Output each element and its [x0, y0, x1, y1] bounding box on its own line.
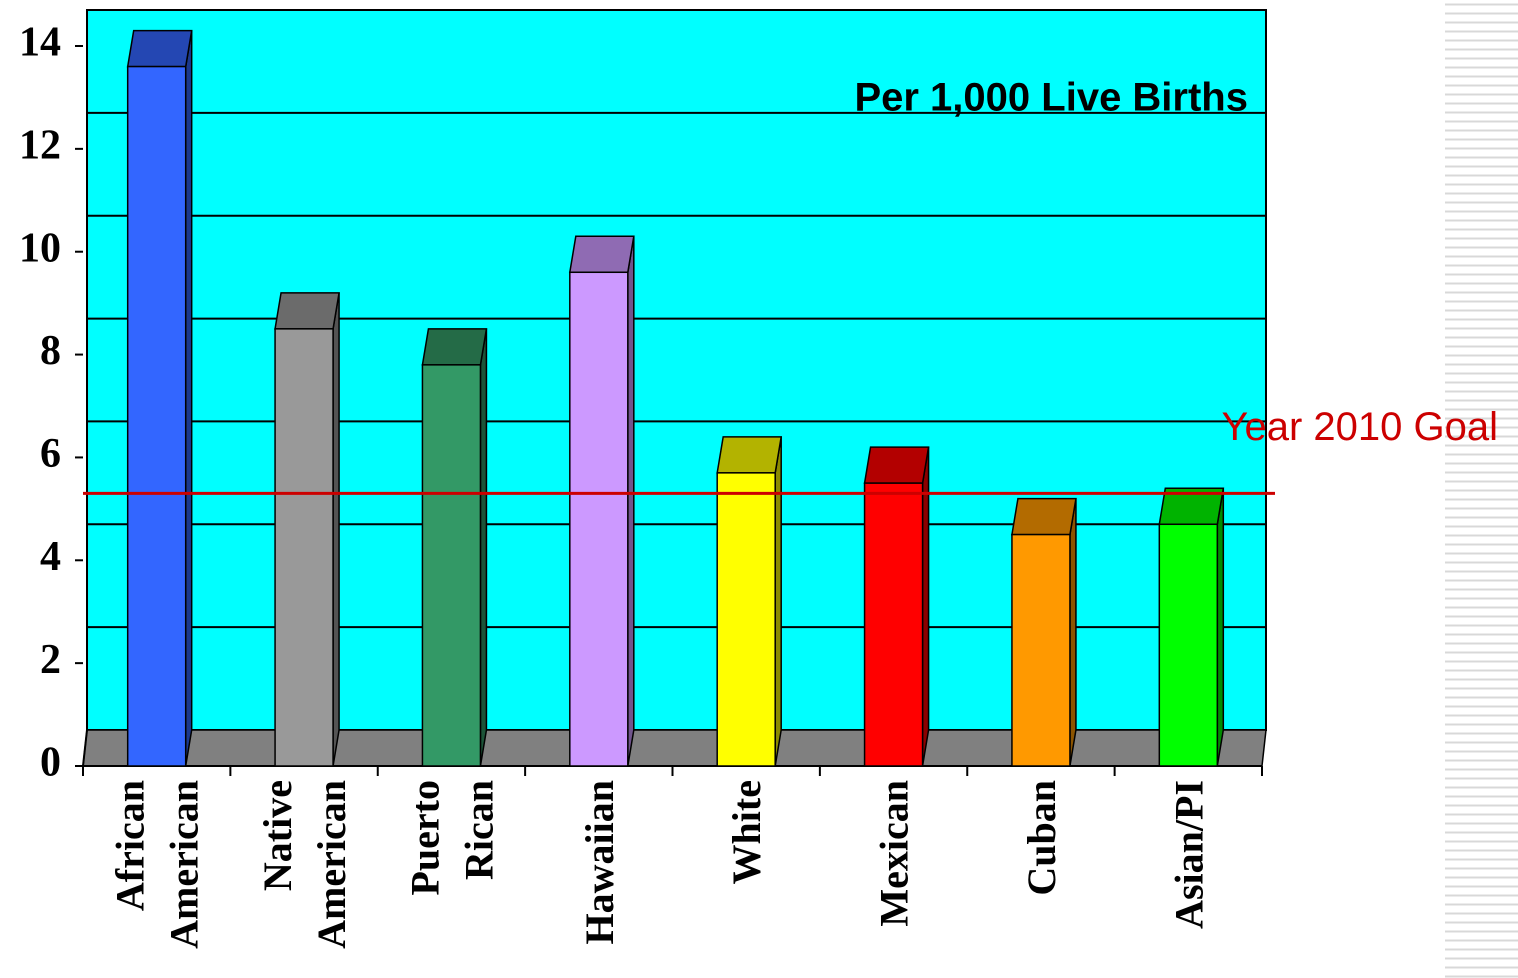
y-tick-label: 0 [40, 740, 61, 786]
x-tick-label: Native American [255, 780, 354, 949]
x-tick-label: Cuban [1019, 780, 1064, 896]
bar-top [274, 292, 340, 330]
bar [126, 29, 193, 767]
bar-top [716, 436, 783, 474]
bar [863, 446, 930, 767]
bar-top [863, 446, 930, 484]
bar-top [421, 328, 488, 366]
bar-front [274, 328, 334, 767]
bar-side [184, 30, 193, 767]
y-tick-label: 8 [40, 328, 61, 374]
floor [82, 729, 1267, 767]
bar-side [1216, 488, 1225, 767]
side-decoration [1445, 0, 1518, 978]
y-tick-label: 2 [40, 637, 61, 683]
goal-label: Year 2010 Goal [1221, 405, 1498, 449]
bar-side [627, 236, 635, 767]
x-tick-label: Asian/PI [1166, 780, 1211, 929]
bar-side [479, 328, 488, 767]
bar-front [863, 482, 924, 767]
bar-top [1011, 497, 1077, 536]
plot: 0 2 4 6 8 10 12 14 African American Native American… [19, 9, 1275, 949]
y-axis [82, 729, 88, 767]
bar-front [126, 65, 187, 767]
x-tick-label: Hawaiian [577, 780, 622, 944]
bar-side [774, 436, 782, 767]
x-tick-label: Puerto Rican [402, 780, 501, 896]
bar-front [421, 364, 482, 767]
y-tick-label: 4 [40, 534, 61, 580]
bar-side [921, 447, 930, 767]
bar [421, 328, 488, 767]
bar-front [1158, 523, 1219, 767]
y-tick-label: 6 [40, 431, 61, 477]
subtitle: Per 1,000 Live Births [854, 76, 1248, 120]
x-tick-label: Mexican [872, 780, 917, 927]
bar [1158, 487, 1225, 767]
bar-front [716, 472, 776, 767]
bar-front [569, 271, 629, 767]
bar-front [1011, 533, 1071, 767]
y-tick-label: 10 [19, 225, 61, 271]
x-tick-label: White [724, 780, 769, 884]
bar-side [1069, 498, 1077, 767]
bar-top [568, 235, 635, 274]
y-tick-label: 14 [19, 20, 61, 66]
bar [274, 292, 340, 767]
bar-top [126, 29, 193, 68]
bar [568, 235, 635, 767]
bar [1011, 497, 1077, 767]
bar-side [332, 292, 340, 767]
x-tick-label: African American [108, 780, 207, 949]
bar [716, 436, 783, 767]
y-tick-label: 12 [19, 122, 61, 168]
